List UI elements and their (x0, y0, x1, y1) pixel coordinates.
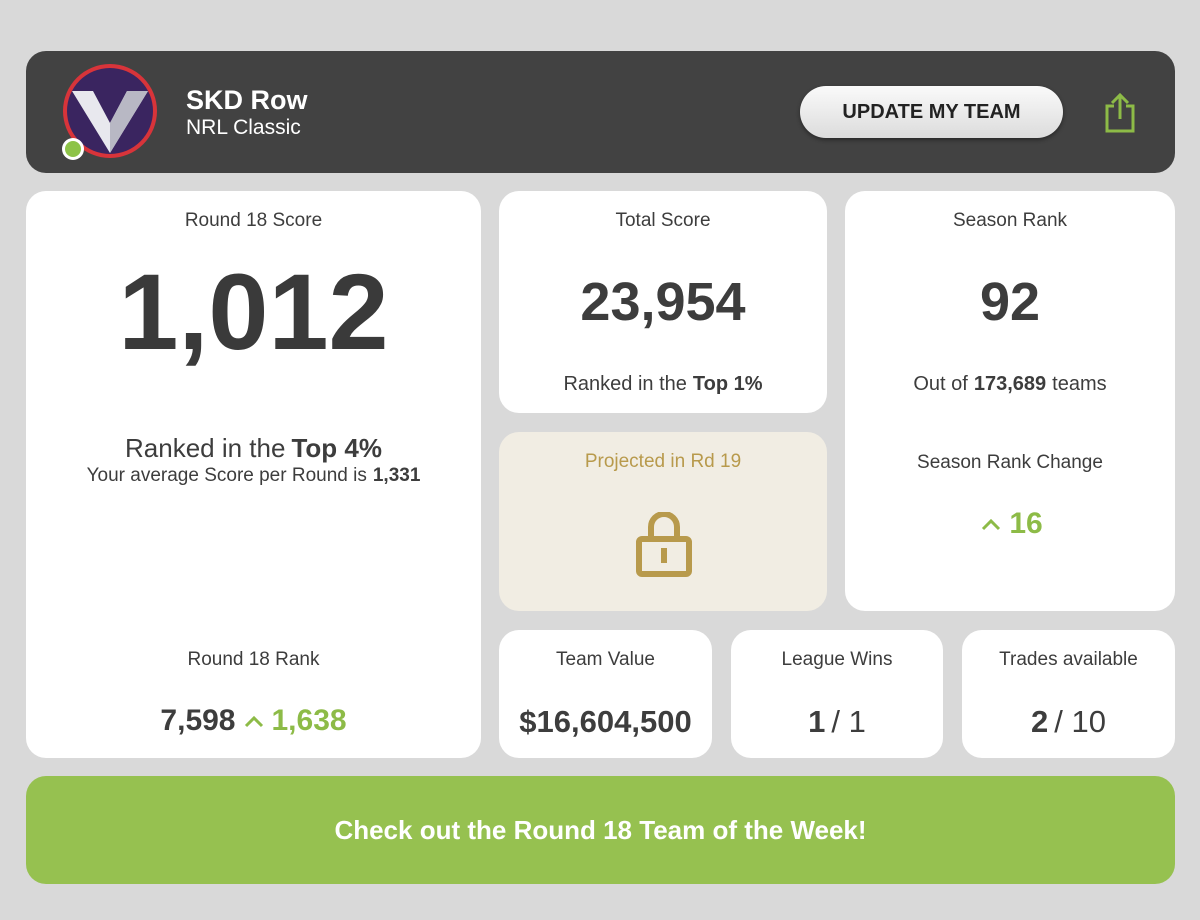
wins-value: 1 (808, 704, 826, 739)
card-label: Season Rank (952, 210, 1068, 231)
rank-line: Ranked in the Top 1% (499, 373, 827, 396)
rank-prefix: Ranked in the (125, 433, 286, 463)
card-label: Season Rank Change (917, 452, 1103, 473)
trades-card: Trades available 2/ 10 (962, 630, 1175, 758)
season-rank-card: Season Rank 92 Out of 173,689 teams Season… (845, 191, 1175, 611)
rank-highlight: Top 1% (692, 373, 763, 395)
card-label: Trades available (999, 649, 1138, 670)
out-of-value: 173,689 (973, 373, 1047, 395)
card-label: Projected in Rd 19 (584, 451, 742, 472)
card-label: Team Value (556, 649, 655, 670)
trades: 2/ 10 (962, 704, 1175, 740)
card-label: Round 18 Score (184, 210, 323, 231)
average-line: Your average Score per Round is 1,331 (26, 465, 481, 487)
lock-icon (636, 512, 692, 577)
league-wins: 1/ 1 (731, 704, 943, 740)
change-row: 16 (845, 507, 1175, 541)
trades-value: 2 (1031, 704, 1049, 739)
out-of-prefix: Out of (913, 373, 968, 395)
average-value: 1,331 (372, 465, 421, 486)
season-rank-change: 16 (1009, 507, 1043, 540)
competition: NRL Classic (186, 116, 301, 139)
total-score: 23,954 (580, 272, 746, 332)
card-label: League Wins (781, 649, 893, 670)
rank-row: 7,598 1,638 (26, 704, 481, 738)
update-team-button[interactable]: UPDATE MY TEAM (800, 86, 1063, 138)
rank-highlight: Top 4% (291, 433, 382, 463)
trades-rest: / 10 (1054, 704, 1106, 739)
up-arrow (982, 518, 1001, 531)
out-of-suffix: teams (1052, 373, 1107, 395)
rank-change: 1,638 (271, 704, 347, 737)
round-score: 1,012 (118, 251, 389, 372)
rank-value: 7,598 (160, 704, 236, 737)
rank-line: Ranked in the Top 4% (26, 433, 481, 464)
projected-card: Projected in Rd 19 (499, 432, 827, 611)
card-label: Round 18 Rank (187, 649, 320, 670)
header-bar: SKD Row NRL Classic UPDATE MY TEAM (26, 51, 1175, 173)
total-score-card: Total Score 23,954 Ranked in the Top 1% (499, 191, 827, 413)
team-name: SKD Row (186, 85, 308, 115)
team-value: $16,604,500 (519, 704, 692, 739)
out-of-line: Out of 173,689 teams (845, 373, 1175, 396)
team-value-card: Team Value $16,604,500 (499, 630, 712, 758)
up-arrow (244, 715, 263, 728)
average-prefix: Your average Score per Round is (86, 465, 367, 486)
card-label: Total Score (615, 210, 711, 231)
team-of-week-banner[interactable]: Check out the Round 18 Team of the Week! (26, 776, 1175, 884)
rank-prefix: Ranked in the (563, 373, 687, 395)
wins-rest: / 1 (831, 704, 866, 739)
share-icon[interactable] (1103, 93, 1137, 133)
round-score-card: Round 18 Score 1,012 Ranked in the Top 4%… (26, 191, 481, 758)
league-wins-card: League Wins 1/ 1 (731, 630, 943, 758)
team-logo (62, 64, 157, 160)
season-rank: 92 (979, 272, 1041, 332)
